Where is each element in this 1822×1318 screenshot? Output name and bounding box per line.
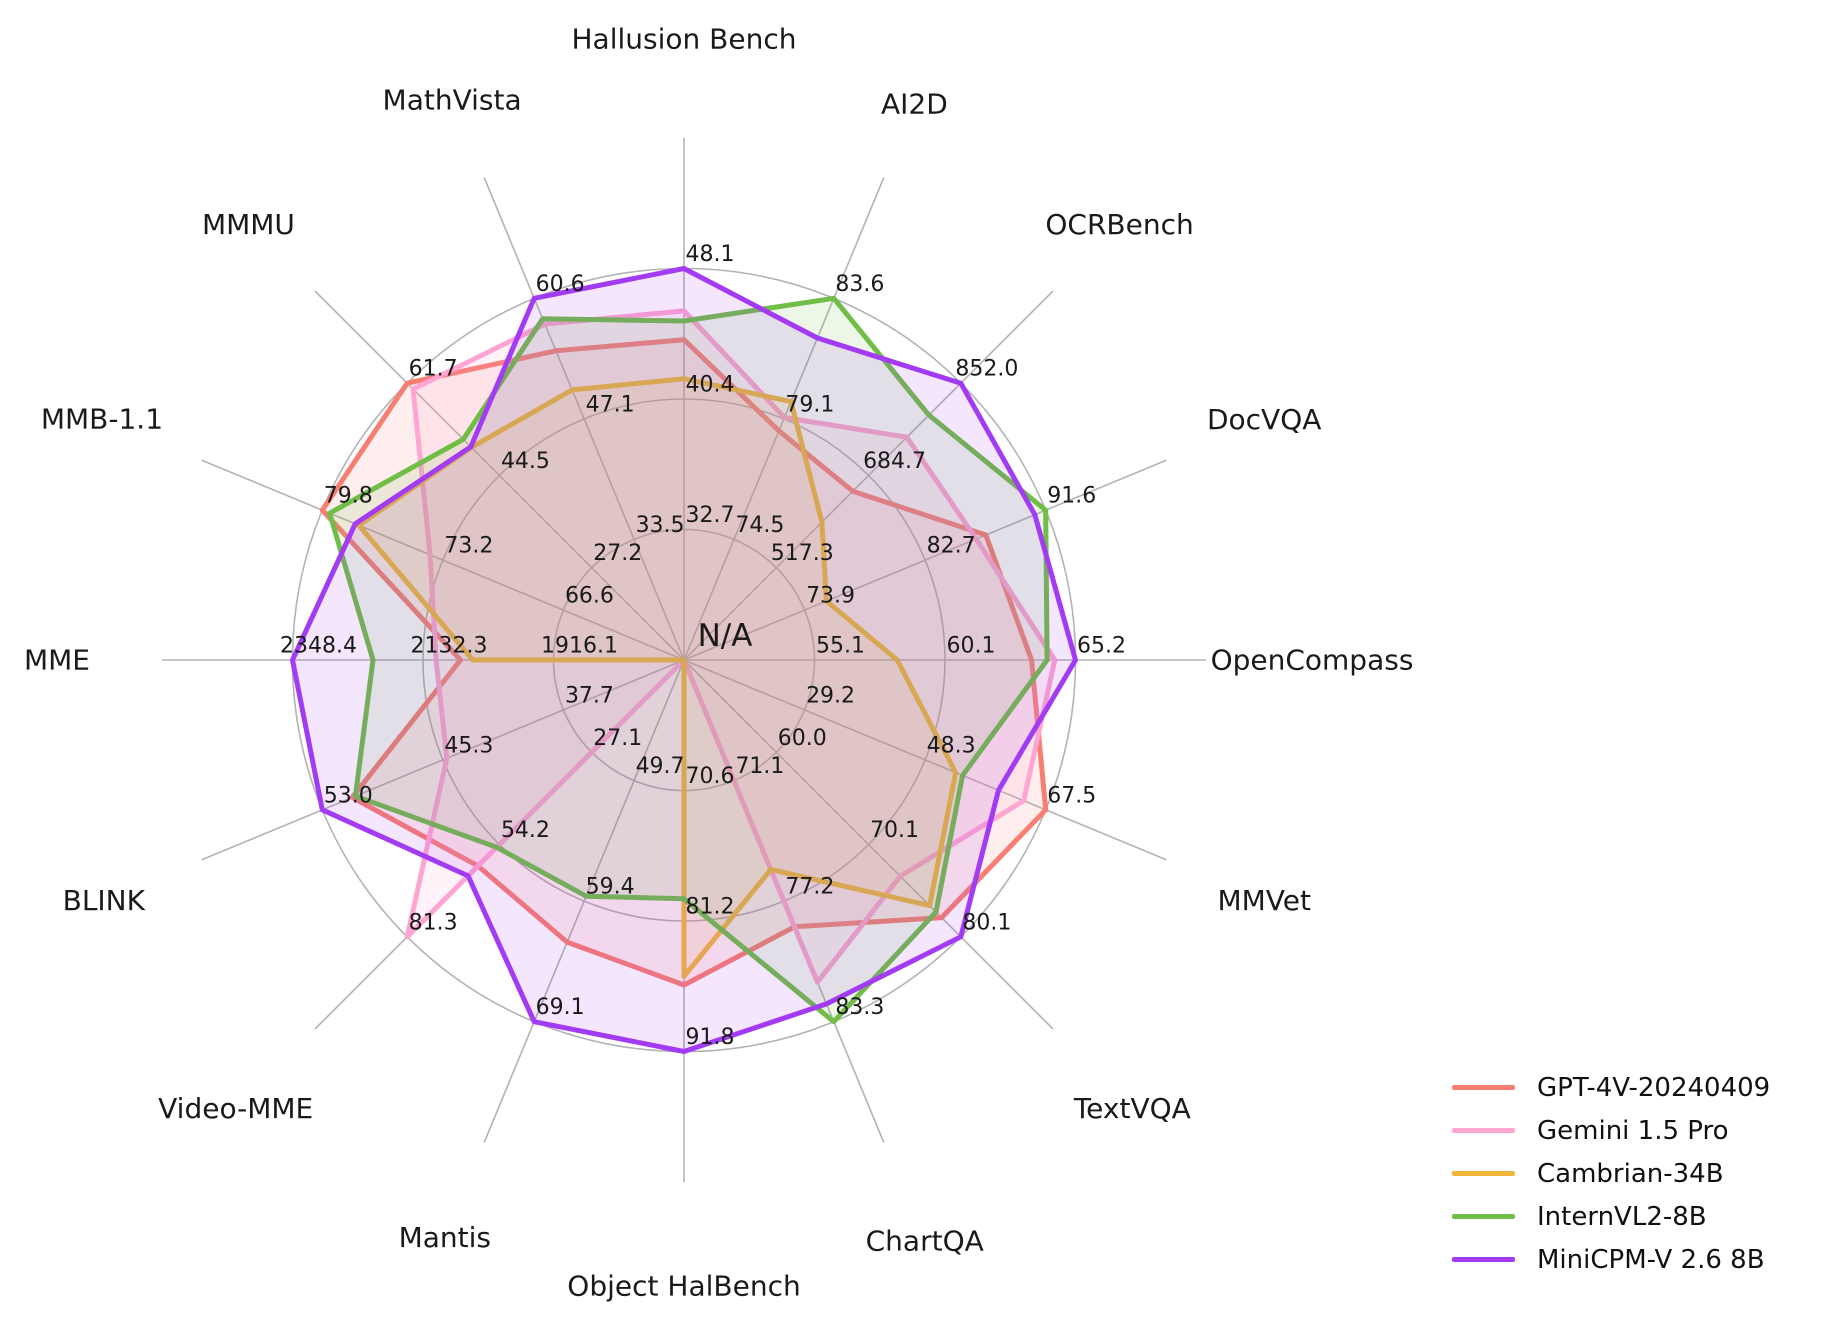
ring-tick-label: 32.7 xyxy=(686,503,735,528)
ring-tick-label: 83.6 xyxy=(835,272,884,297)
ring-tick-label: 48.1 xyxy=(686,242,735,267)
ring-tick-label: 684.7 xyxy=(863,449,926,474)
ring-tick-label: 70.1 xyxy=(870,818,919,843)
series-polygon-MiniCPM-V 2.6 8B xyxy=(290,266,1078,1054)
legend-item: Gemini 1.5 Pro xyxy=(1452,1109,1770,1152)
ring-tick-label: 37.7 xyxy=(565,683,614,708)
ring-tick-label: 79.8 xyxy=(324,484,373,509)
ring-tick-label: 70.6 xyxy=(686,764,735,789)
ring-tick-label: 852.0 xyxy=(955,357,1018,382)
ring-tick-label: 91.6 xyxy=(1047,484,1096,509)
axis-title-Hallusion Bench: Hallusion Bench xyxy=(572,23,797,56)
axis-title-MMVet: MMVet xyxy=(1217,884,1311,917)
ring-tick-label: 77.2 xyxy=(785,875,834,900)
axis-title-MMMU: MMMU xyxy=(202,208,295,241)
ring-tick-label: 74.5 xyxy=(735,513,784,538)
ring-tick-label: 81.2 xyxy=(686,895,735,920)
ring-tick-label: 83.3 xyxy=(835,995,884,1020)
ring-tick-label: 40.4 xyxy=(686,373,735,398)
legend-label: InternVL2-8B xyxy=(1537,1201,1707,1232)
axis-title-MMB-1.1: MMB-1.1 xyxy=(41,402,163,435)
legend-item: Cambrian-34B xyxy=(1452,1152,1770,1195)
axis-title-MME: MME xyxy=(24,644,90,677)
ring-tick-label: 65.2 xyxy=(1077,634,1126,659)
axis-title-Mantis: Mantis xyxy=(399,1221,491,1254)
ring-tick-label: 61.7 xyxy=(409,357,458,382)
legend-swatch-icon xyxy=(1452,1214,1515,1219)
legend-label: MiniCPM-V 2.6 8B xyxy=(1537,1244,1765,1275)
ring-tick-label: 2132.3 xyxy=(411,634,488,659)
legend-label: Cambrian-34B xyxy=(1537,1158,1724,1189)
legend-item: InternVL2-8B xyxy=(1452,1195,1770,1238)
legend-item: MiniCPM-V 2.6 8B xyxy=(1452,1238,1770,1281)
axis-title-OpenCompass: OpenCompass xyxy=(1211,644,1414,677)
ring-tick-label: 66.6 xyxy=(565,584,614,609)
ring-tick-label: 79.1 xyxy=(785,392,834,417)
ring-tick-label: 73.9 xyxy=(806,584,855,609)
ring-tick-label: 91.8 xyxy=(686,1025,735,1050)
legend-item: GPT-4V-20240409 xyxy=(1452,1066,1770,1109)
ring-tick-label: 54.2 xyxy=(501,818,550,843)
ring-tick-label: 517.3 xyxy=(771,541,834,566)
ring-tick-label: 53.0 xyxy=(324,783,373,808)
axis-title-OCRBench: OCRBench xyxy=(1045,208,1193,241)
legend-swatch-icon xyxy=(1452,1257,1515,1262)
ring-tick-label: 73.2 xyxy=(444,534,493,559)
ring-tick-label: 60.0 xyxy=(778,726,827,751)
ring-tick-label: 29.2 xyxy=(806,683,855,708)
axis-title-ChartQA: ChartQA xyxy=(866,1225,984,1258)
ring-tick-label: 47.1 xyxy=(586,392,635,417)
legend-swatch-icon xyxy=(1452,1171,1515,1176)
ring-tick-label: 67.5 xyxy=(1047,783,1096,808)
ring-tick-label: 1916.1 xyxy=(541,634,618,659)
legend-swatch-icon xyxy=(1452,1128,1515,1133)
axis-title-TextVQA: TextVQA xyxy=(1073,1092,1191,1125)
ring-tick-label: 27.2 xyxy=(593,541,642,566)
ring-tick-label: 44.5 xyxy=(501,449,550,474)
axis-title-BLINK: BLINK xyxy=(63,884,146,917)
axis-title-Object HalBench: Object HalBench xyxy=(567,1270,800,1303)
ring-tick-label: 55.1 xyxy=(816,634,865,659)
legend-label: Gemini 1.5 Pro xyxy=(1537,1115,1729,1146)
ring-tick-label: 59.4 xyxy=(586,875,635,900)
axis-title-AI2D: AI2D xyxy=(881,87,948,120)
ring-tick-label: 45.3 xyxy=(444,733,493,758)
ring-tick-label: 60.1 xyxy=(947,634,996,659)
series-polygon-Gemini 1.5 Pro xyxy=(404,308,1058,985)
ring-tick-label: 80.1 xyxy=(962,910,1011,935)
ring-tick-label: 60.6 xyxy=(536,272,585,297)
axis-title-DocVQA: DocVQA xyxy=(1207,403,1321,436)
ring-tick-label: 82.7 xyxy=(927,534,976,559)
legend-swatch-icon xyxy=(1452,1085,1515,1090)
ring-tick-label: 33.5 xyxy=(636,513,685,538)
series-polygon-InternVL2-8B xyxy=(327,295,1050,1025)
ring-tick-label: 49.7 xyxy=(636,754,685,779)
legend: GPT-4V-20240409 Gemini 1.5 Pro Cambrian-34… xyxy=(1452,1066,1770,1281)
ring-tick-label: 27.1 xyxy=(593,726,642,751)
legend-label: GPT-4V-20240409 xyxy=(1537,1072,1771,1103)
center-na-label: N/A xyxy=(698,618,753,654)
ring-tick-label: 2348.4 xyxy=(280,634,357,659)
axis-title-MathVista: MathVista xyxy=(383,84,522,117)
ring-tick-label: 71.1 xyxy=(735,754,784,779)
ring-tick-label: 48.3 xyxy=(927,733,976,758)
ring-tick-label: 81.3 xyxy=(409,910,458,935)
axis-title-Video-MME: Video-MME xyxy=(158,1092,313,1125)
ring-tick-label: 69.1 xyxy=(536,995,585,1020)
